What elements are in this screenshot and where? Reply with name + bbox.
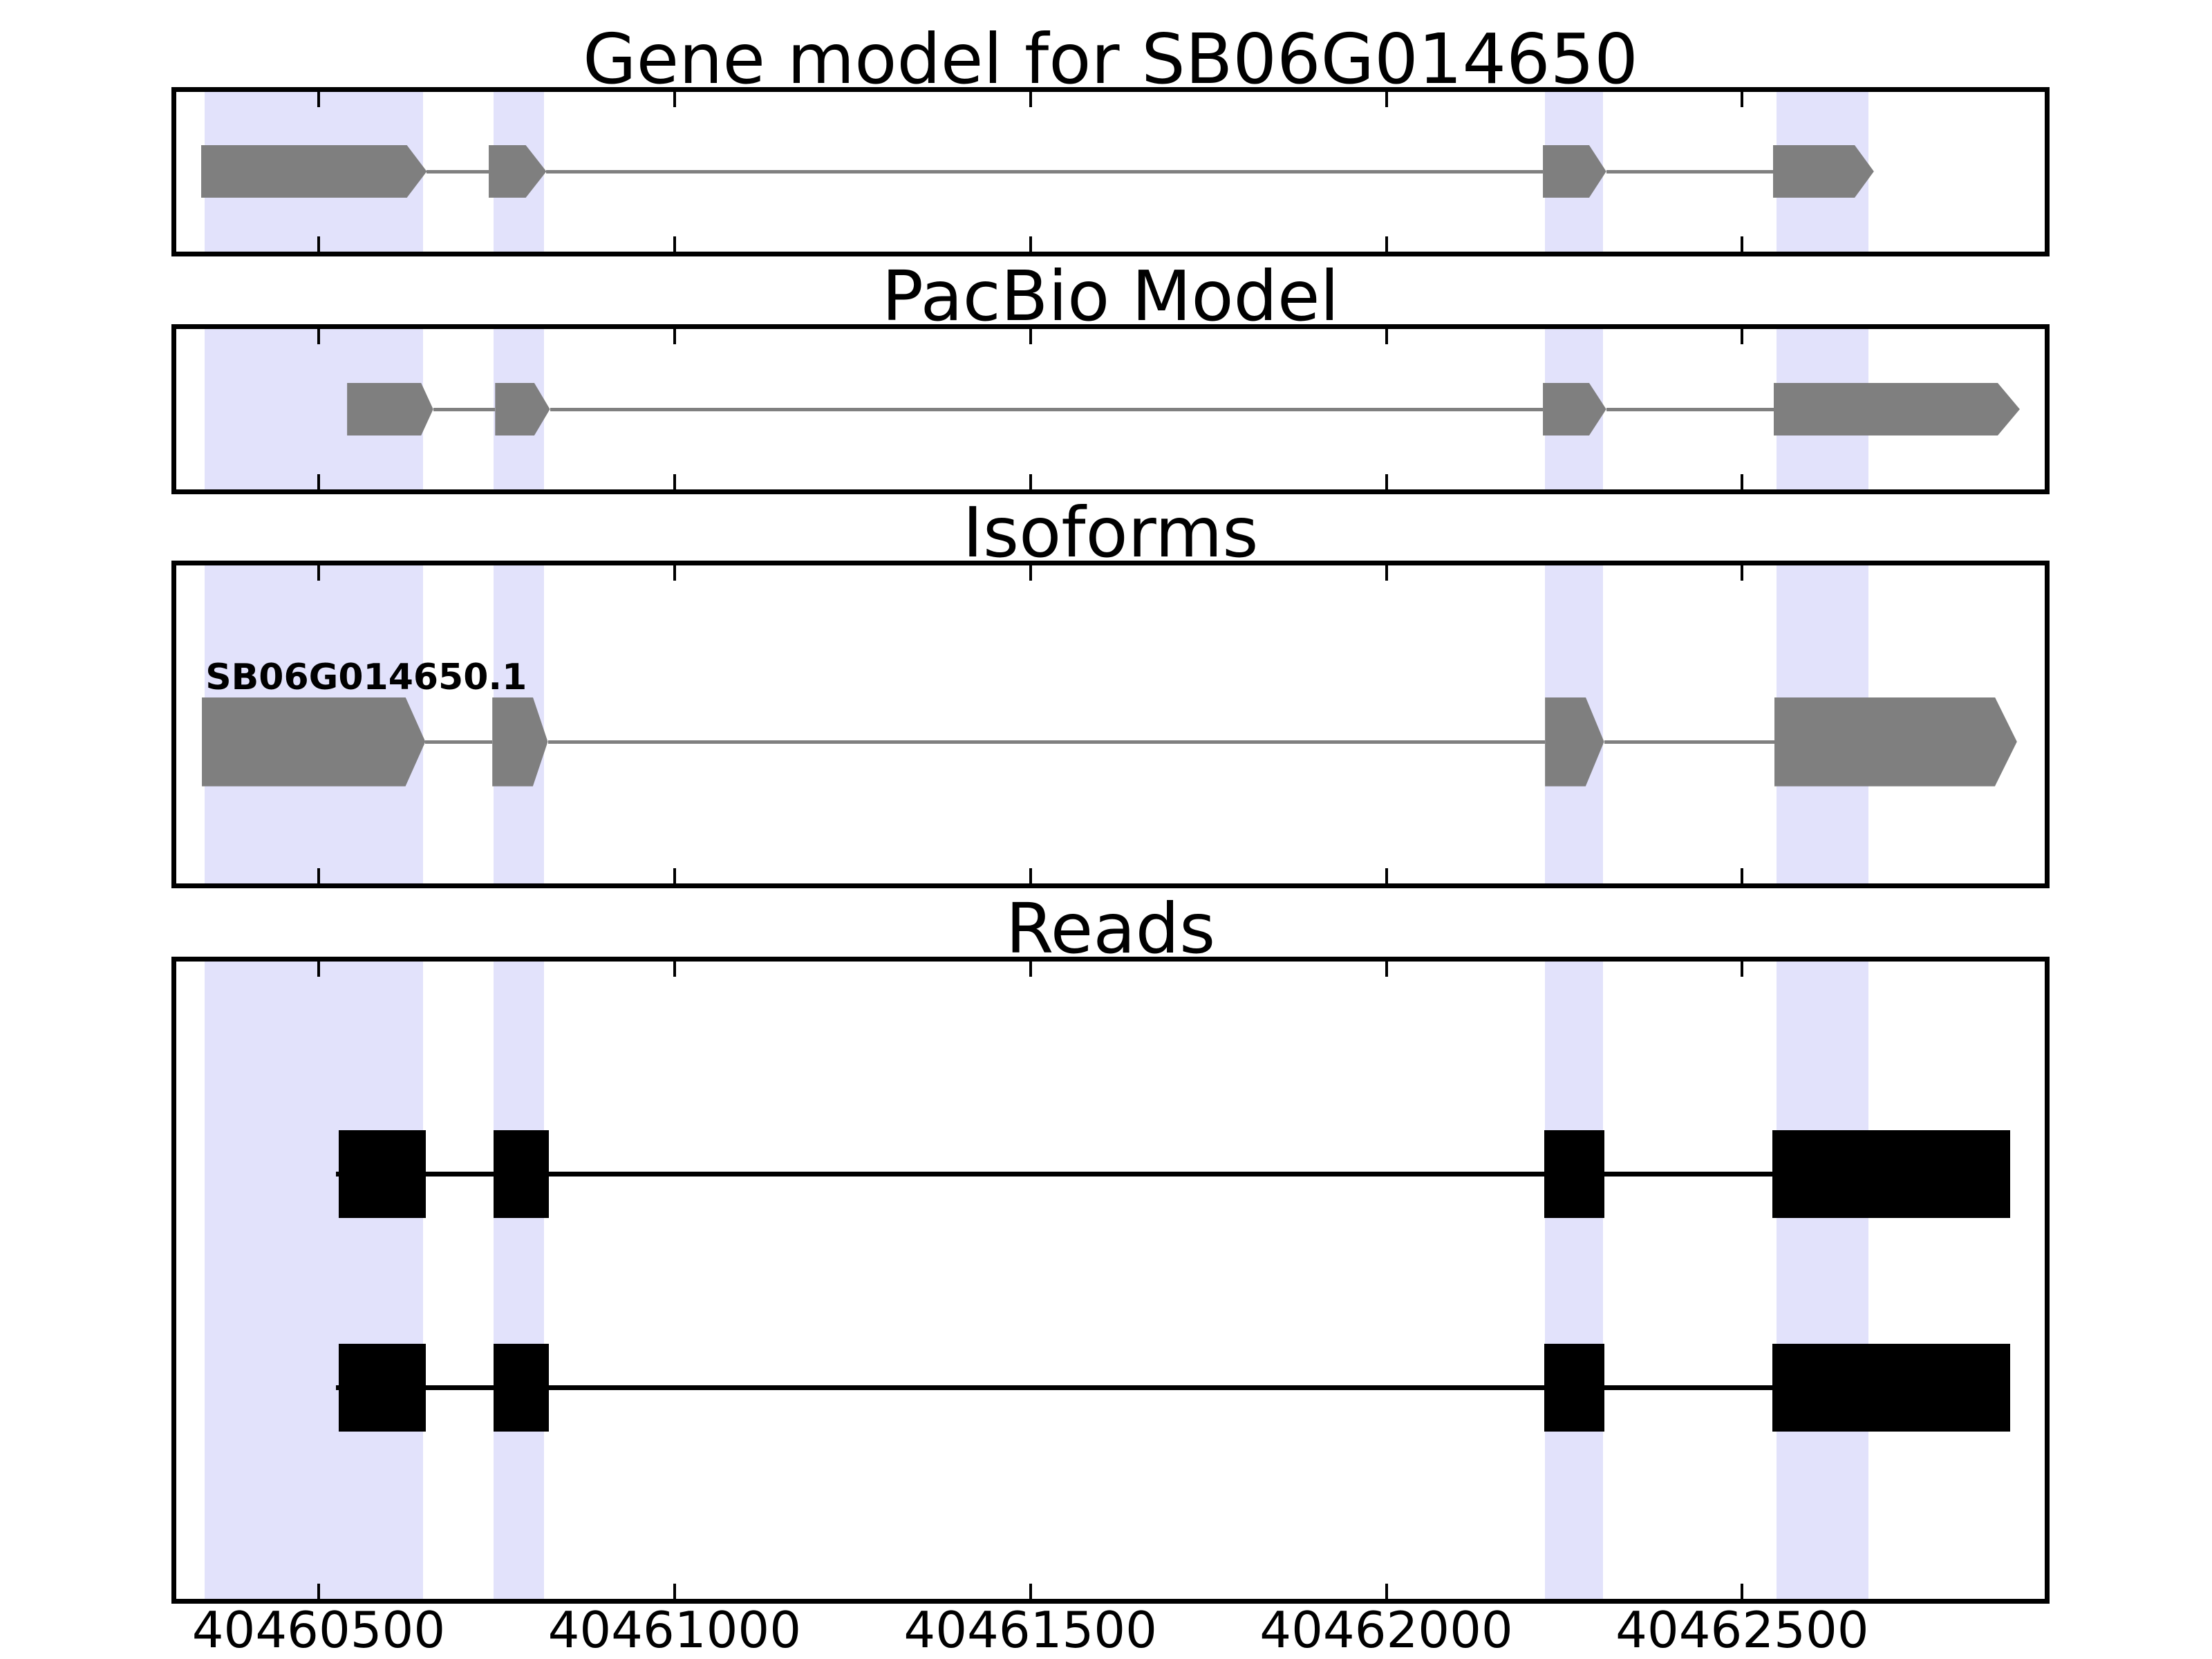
x-tick-label: 40460500 xyxy=(191,1601,446,1659)
tick-mark xyxy=(1741,474,1744,489)
tick-mark xyxy=(1741,1584,1744,1599)
tick-mark xyxy=(1741,236,1744,252)
tick-mark xyxy=(317,92,320,107)
panel-reads xyxy=(171,957,2050,1604)
highlight-band xyxy=(205,962,424,1599)
exon-arrow xyxy=(347,383,433,435)
tick-mark xyxy=(1385,474,1388,489)
intron-line xyxy=(1606,169,1773,174)
exon-arrow xyxy=(1772,145,1874,198)
tick-mark xyxy=(673,565,676,581)
tick-mark xyxy=(1741,868,1744,883)
panel-title-isoforms: Isoforms xyxy=(962,492,1259,573)
tick-mark xyxy=(1029,92,1032,107)
tick-mark xyxy=(1029,962,1032,977)
tick-mark xyxy=(673,868,676,883)
read-block xyxy=(1544,1343,1604,1432)
read-line xyxy=(335,1385,2010,1390)
read-block xyxy=(1772,1343,2010,1432)
tick-mark xyxy=(317,962,320,977)
read-block xyxy=(338,1343,427,1432)
tick-mark xyxy=(673,92,676,107)
tick-mark xyxy=(1385,868,1388,883)
tick-mark xyxy=(1029,474,1032,489)
tick-mark xyxy=(1741,962,1744,977)
tick-mark xyxy=(1385,962,1388,977)
x-tick-label: 40462000 xyxy=(1259,1601,1513,1659)
x-tick-label: 40461500 xyxy=(903,1601,1157,1659)
tick-mark xyxy=(317,329,320,344)
tick-mark xyxy=(1741,565,1744,581)
intron-line xyxy=(547,740,1546,744)
intron-line xyxy=(427,169,489,174)
read-block xyxy=(494,1343,549,1432)
exon-arrow xyxy=(1773,383,2020,435)
tick-mark xyxy=(1385,565,1388,581)
x-tick-label: 40462500 xyxy=(1615,1601,1869,1659)
highlight-band xyxy=(1776,962,1868,1599)
tick-mark xyxy=(1385,1584,1388,1599)
tick-mark xyxy=(1741,329,1744,344)
tick-mark xyxy=(673,329,676,344)
panel-title-reads: Reads xyxy=(1005,888,1216,969)
tick-mark xyxy=(1741,92,1744,107)
read-line xyxy=(335,1171,2010,1177)
tick-mark xyxy=(317,474,320,489)
tick-mark xyxy=(1029,1584,1032,1599)
exon-arrow xyxy=(1774,697,2017,787)
intron-line xyxy=(546,169,1544,174)
tick-mark xyxy=(673,474,676,489)
intron-line xyxy=(1606,407,1774,411)
tick-mark xyxy=(1385,329,1388,344)
tick-mark xyxy=(317,868,320,883)
tick-mark xyxy=(317,236,320,252)
highlight-band xyxy=(1545,962,1603,1599)
tick-mark xyxy=(1029,565,1032,581)
tick-mark xyxy=(1029,236,1032,252)
x-tick-label: 40461000 xyxy=(547,1601,802,1659)
tick-mark xyxy=(673,1584,676,1599)
panel-title-pacbio-model: PacBio Model xyxy=(881,256,1340,337)
tick-mark xyxy=(1385,236,1388,252)
tick-mark xyxy=(1029,329,1032,344)
highlight-band xyxy=(494,962,545,1599)
read-block xyxy=(338,1130,427,1218)
tick-mark xyxy=(1029,868,1032,883)
tick-mark xyxy=(317,1584,320,1599)
intron-line xyxy=(425,740,493,744)
read-block xyxy=(1544,1130,1604,1218)
tick-mark xyxy=(673,962,676,977)
intron-line xyxy=(550,407,1544,411)
panel-title-gene-model: Gene model for SB06G014650 xyxy=(583,19,1638,100)
isoform-label: SB06G014650.1 xyxy=(205,656,527,698)
exon-arrow xyxy=(201,145,427,198)
tick-mark xyxy=(1385,92,1388,107)
tick-mark xyxy=(317,565,320,581)
read-block xyxy=(494,1130,549,1218)
read-block xyxy=(1772,1130,2010,1218)
panel-isoforms: SB06G014650.1 xyxy=(171,561,2050,888)
intron-line xyxy=(433,407,496,411)
panel-gene-model xyxy=(171,87,2050,256)
panel-pacbio-model xyxy=(171,324,2050,494)
tick-mark xyxy=(673,236,676,252)
intron-line xyxy=(1604,740,1774,744)
exon-arrow xyxy=(202,697,426,787)
